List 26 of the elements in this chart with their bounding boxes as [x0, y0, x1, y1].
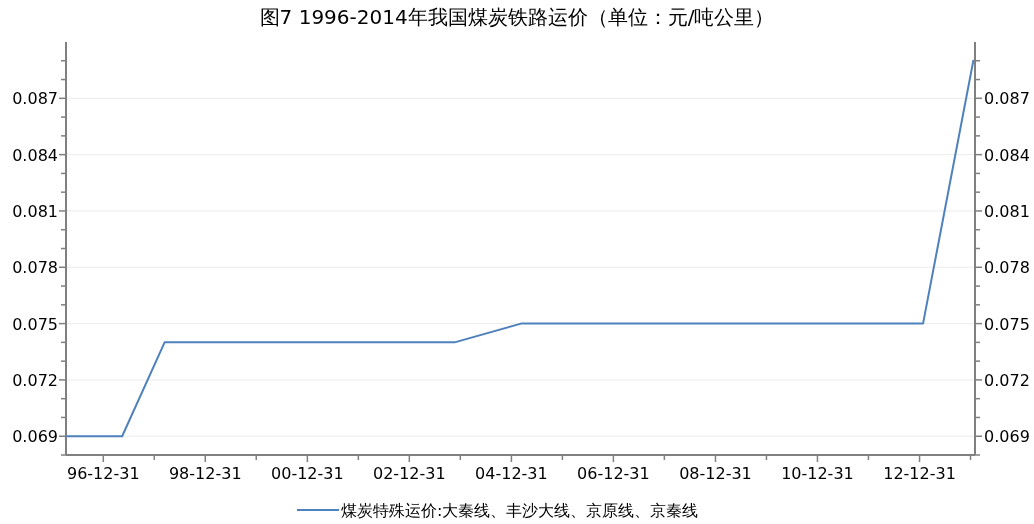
x-tick-label: 12-12-31 [883, 464, 956, 483]
line-series [65, 59, 975, 438]
x-tick-label: 08-12-31 [679, 464, 752, 483]
x-tick-label: 06-12-31 [577, 464, 650, 483]
y-tick-label: 0.084 [12, 145, 58, 165]
y2-tick-label: 0.087 [984, 89, 1030, 109]
y2-tick-label: 0.072 [984, 370, 1030, 390]
x-tick-label: 02-12-31 [373, 464, 446, 483]
y-tick-label: 0.078 [12, 258, 58, 278]
y-tick-label: 0.075 [12, 314, 58, 334]
y2-tick-label: 0.069 [984, 427, 1030, 447]
y-tick-label: 0.087 [12, 89, 58, 109]
y2-tick-label: 0.078 [984, 258, 1030, 278]
y-tick-label: 0.069 [12, 427, 58, 447]
x-tick-label: 04-12-31 [475, 464, 548, 483]
y2-tick-label: 0.075 [984, 314, 1030, 334]
chart-title: 图7 1996-2014年我国煤炭铁路运价（单位：元/吨公里） [259, 5, 775, 29]
y2-tick-label: 0.081 [984, 201, 1030, 221]
y-tick-label: 0.081 [12, 201, 58, 221]
legend-label: 煤炭特殊运价:大秦线、丰沙大线、京原线、京秦线 [341, 501, 699, 520]
x-tick-label: 98-12-31 [168, 464, 242, 483]
y2-tick-label: 0.084 [984, 145, 1030, 165]
x-tick-label: 10-12-31 [781, 464, 854, 483]
x-tick-label: 96-12-31 [66, 464, 140, 483]
y-tick-label: 0.072 [12, 370, 58, 390]
x-tick-label: 00-12-31 [271, 464, 344, 483]
